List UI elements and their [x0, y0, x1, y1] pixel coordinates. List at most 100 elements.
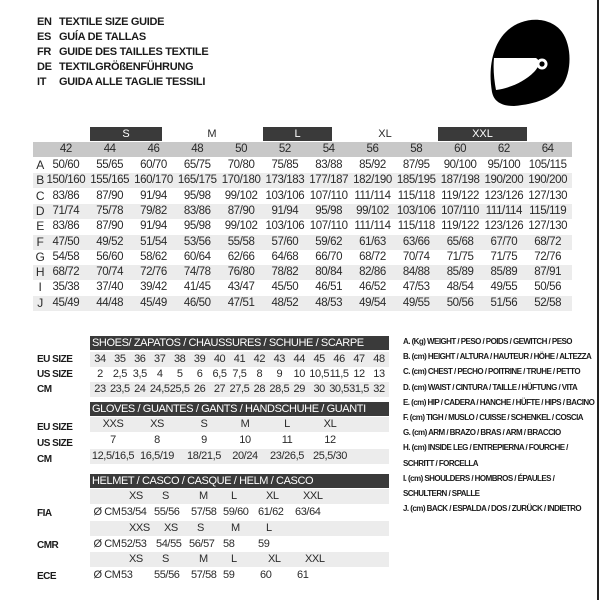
table-cell: 41/45: [183, 281, 211, 294]
table-cell: 55/56: [154, 569, 180, 581]
table-cell: 71/75: [446, 250, 474, 263]
table-cell: 91/94: [140, 220, 167, 233]
size-label: XL: [266, 490, 279, 502]
table-cell: 103/106: [265, 189, 305, 202]
table-cell: 70/74: [96, 266, 124, 279]
row-label: ECE: [37, 571, 57, 582]
table-cell: 9: [201, 434, 207, 446]
table-cell: 79/82: [140, 204, 167, 217]
table-cell: 68/72: [52, 266, 80, 279]
legend-line: SCHRITT / FORCELLA: [403, 458, 479, 468]
legend-line: H. (cm) INSIDE LEG / ENTREPIERNA / FOURC…: [403, 443, 568, 453]
table-cell: 127/130: [528, 220, 568, 233]
table-cell: 46: [333, 353, 345, 365]
table-cell: 50/56: [534, 281, 562, 294]
table-cell: 51/54: [140, 235, 167, 248]
row-bg: [90, 489, 389, 504]
table-cell: 72/76: [534, 250, 562, 263]
table-cell: 29: [293, 383, 306, 395]
table-cell: 24: [134, 383, 146, 395]
table-cell: 115/118: [397, 220, 435, 233]
table-cell: 71/74: [52, 204, 80, 217]
row-key: I: [38, 280, 42, 295]
table-cell: 24,5: [149, 383, 170, 395]
table-cell: 70/80: [227, 159, 255, 171]
table-cell: 50/56: [446, 296, 474, 309]
table-cell: 46/51: [315, 281, 343, 294]
size-number: 58: [410, 143, 423, 155]
row-key: C: [35, 188, 45, 203]
table-cell: 11,5: [329, 368, 349, 380]
table-cell: 115/119: [529, 204, 567, 217]
title-text: TEXTILGRÖßENFÜHRUNG: [59, 61, 194, 73]
table-cell: 6,5: [212, 368, 227, 380]
row-key: E: [36, 219, 44, 234]
table-cell: 85/89: [490, 266, 518, 279]
legend-line: SCHULTERN / SPALLE: [403, 489, 480, 498]
size-label: L: [231, 553, 237, 565]
table-cell: 34: [94, 353, 106, 365]
row-bg: [90, 449, 389, 464]
size-label: XS: [129, 553, 143, 565]
size-number: 46: [147, 143, 160, 155]
table-cell: 83/86: [52, 220, 80, 233]
row-key: A: [36, 158, 44, 172]
table-cell: 53/54: [121, 506, 147, 518]
table-cell: 190/200: [484, 174, 524, 187]
table-cell: 55/58: [227, 235, 255, 248]
table-cell: 12,5/16,5: [91, 450, 135, 462]
title-text: GUIDA ALLE TAGLIE TESSILI: [59, 76, 206, 88]
size-band: L: [263, 127, 332, 141]
table-cell: 47: [353, 353, 365, 365]
size-label: XS: [164, 521, 178, 534]
row-bg: [33, 234, 572, 250]
table-cell: 83/86: [183, 204, 211, 217]
table-cell: 37/40: [96, 281, 124, 294]
size-number: 60: [454, 143, 467, 155]
table-cell: 32: [373, 383, 385, 395]
table-cell: 65/75: [183, 159, 211, 171]
language-code: IT: [37, 76, 47, 88]
table-cell: 60/70: [140, 159, 167, 171]
table-cell: 71/75: [490, 250, 518, 263]
row-key: G: [35, 249, 45, 264]
table-cell: 59: [258, 537, 270, 550]
size-label: XL: [268, 553, 281, 565]
table-cell: 55/56: [154, 506, 180, 518]
table-cell: 83/88: [315, 159, 343, 171]
table-cell: 61: [297, 569, 309, 581]
size-label: XXL: [305, 553, 325, 565]
size-label: XXL: [303, 490, 323, 502]
table-cell: 48/52: [271, 296, 299, 309]
table-cell: 28,5: [269, 383, 290, 395]
table-cell: 119/122: [441, 220, 480, 233]
table-cell: 23,5: [109, 383, 130, 395]
table-cell: 99/102: [356, 204, 389, 217]
table-cell: 170/180: [221, 174, 261, 187]
size-label: XXS: [129, 521, 150, 534]
size-number: 52: [278, 143, 291, 155]
table-cell: 57/60: [271, 235, 299, 248]
table-cell: 107/110: [309, 189, 348, 202]
table-cell: 160/170: [134, 174, 173, 187]
table-cell: 123/126: [484, 220, 524, 233]
table-cell: 67/70: [490, 235, 518, 248]
size-number: 62: [497, 143, 510, 155]
table-cell: 187/198: [440, 174, 480, 187]
table-cell: 65/68: [446, 235, 474, 248]
row-bg: [90, 520, 389, 536]
table-cell: 47/50: [52, 235, 80, 248]
size-number: 42: [59, 143, 72, 155]
table-cell: 87/90: [96, 189, 124, 202]
table-cell: 53: [121, 569, 133, 581]
table-cell: 20/24: [232, 450, 258, 462]
table-cell: 90/100: [443, 159, 477, 171]
table-cell: 49/52: [96, 235, 124, 248]
title-text: TEXTILE SIZE GUIDE: [59, 16, 165, 28]
table-cell: 60: [260, 569, 272, 581]
table-cell: 58/62: [140, 250, 167, 263]
table-cell: 45/49: [140, 296, 167, 309]
size-label: M: [199, 553, 208, 565]
table-cell: 95/98: [315, 204, 343, 217]
table-cell: 190/200: [528, 174, 568, 187]
